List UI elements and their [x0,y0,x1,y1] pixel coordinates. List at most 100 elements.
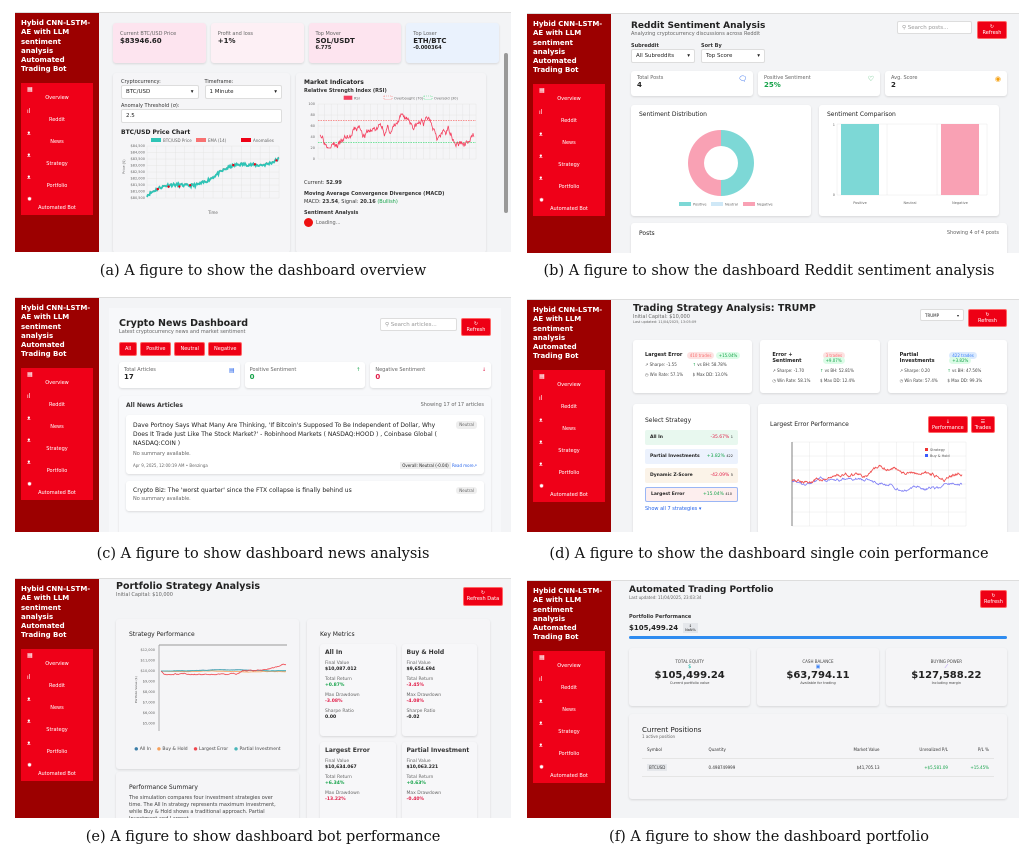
metric-card: All In Final Value $10,087.012 Total Return… [320,644,396,736]
show-all-link[interactable]: Show all 7 strategies ▾ [645,506,738,512]
filter-neutral[interactable]: Neutral [174,342,205,356]
nav-automated-bot[interactable]: ✹ Automated Bot [21,478,93,500]
page-title: Crypto News Dashboard [119,318,249,329]
strategy-option[interactable]: All In -35.67% 1 [645,430,738,445]
filter-negative[interactable]: Negative [207,342,243,356]
threshold-input[interactable]: 2.5 [121,109,282,123]
nav-reddit[interactable]: ıl Reddit [21,671,93,693]
search-input[interactable]: ⚲ Search articles... [380,318,457,331]
nav-automated-bot[interactable]: ✹ Automated Bot [21,193,93,215]
legend-item[interactable]: ● Partial Investment [234,747,280,752]
nav-overview[interactable]: ▦ Overview [21,368,93,390]
nav-portfolio[interactable]: ᴥ Portfolio [533,739,605,761]
nav-automated-bot[interactable]: ✹ Automated Bot [533,761,605,783]
performance-button[interactable]: ↓ Performance [928,416,968,433]
column-header[interactable]: P/L % [977,747,989,752]
legend-item[interactable]: ● All In [134,747,151,752]
gear-icon: ✹ [539,196,545,204]
filter-all[interactable]: All [119,342,138,356]
column-header[interactable]: Unrealized P/L [919,747,948,752]
nav-strategy[interactable]: ᴥ Strategy [21,715,93,737]
y-tick: $82,500 [131,170,145,174]
nav-portfolio[interactable]: ᴥ Portfolio [533,172,605,194]
nav-news[interactable]: ᴥ News [533,414,605,436]
arrow-up-icon: ↑ [692,362,698,367]
nav-strategy[interactable]: ᴥ Strategy [533,150,605,172]
nav-news[interactable]: ᴥ News [21,127,93,149]
nav-overview[interactable]: ▦ Overview [533,651,605,673]
table-row[interactable]: BTCUSD 0.498749999 $41,705.13 +$5,581.09 +15… [642,759,994,777]
legend-dot-icon: ● [157,747,161,752]
y-tick: $8,000 [143,690,155,694]
users-icon: ᴥ [27,414,31,422]
nav-automated-bot[interactable]: ✹ Automated Bot [21,759,93,781]
performance-chart: Strategy Buy & Hold [791,441,967,527]
nav-portfolio[interactable]: ᴥ Portfolio [21,171,93,193]
nav-label: Portfolio [558,469,580,476]
column-header[interactable]: Market Value [853,747,880,752]
stat-value: $83946.60 [120,37,162,45]
nav-strategy[interactable]: ᴥ Strategy [533,717,605,739]
nav-reddit[interactable]: ıl Reddit [21,390,93,412]
nav-overview[interactable]: ▦ Overview [21,83,93,105]
nav-strategy[interactable]: ᴥ Strategy [21,149,93,171]
nav-portfolio[interactable]: ᴥ Portfolio [21,456,93,478]
chevron-down-icon: ▾ [687,53,690,59]
crypto-select[interactable]: BTC/USD ▾ [121,85,199,99]
option-trades: 5 [730,473,733,477]
refresh-button[interactable]: ↻ Refresh [977,21,1007,39]
filter-positive[interactable]: Positive [140,342,172,356]
strategy-option[interactable]: Largest Error +15.04% 410 [645,487,738,502]
nav-automated-bot[interactable]: ✹ Automated Bot [533,480,605,502]
nav-news[interactable]: ᴥ News [21,412,93,434]
nav-overview[interactable]: ▦ Overview [533,370,605,392]
article-title[interactable]: Crypto Biz: The 'worst quarter' since th… [133,487,352,494]
nav-overview[interactable]: ▦ Overview [21,649,93,671]
refresh-data-button[interactable]: ↻ Refresh Data [463,587,503,606]
timeframe-select[interactable]: 1 Minute ▾ [204,85,282,99]
article-item[interactable]: Crypto Biz: The 'worst quarter' since th… [126,481,484,511]
stat-card: Negative Sentiment 0 ↓ [370,362,492,388]
search-input[interactable]: ⚲ Search posts... [897,21,972,34]
button-label: Performance [932,425,964,431]
metric-value: $10,063.221 [406,765,439,770]
coin-select[interactable]: TRUMP ▾ [920,309,964,321]
sentiment-badge: Neutral [456,487,477,494]
read-more-link[interactable]: Read more [451,463,474,468]
subreddit-select[interactable]: All Subreddits ▾ [631,49,695,63]
refresh-button[interactable]: ↻ Refresh [968,309,1007,327]
metric-value: -0.02 [406,715,420,720]
dollar-icon: $ [688,664,692,670]
column-header[interactable]: Symbol [647,747,662,752]
nav-reddit[interactable]: ıl Reddit [533,106,605,128]
strategy-option[interactable]: Partial Investments +3.82% 422 [645,449,738,464]
nav-reddit[interactable]: ıl Reddit [21,105,93,127]
nav-automated-bot[interactable]: ✹ Automated Bot [533,194,605,216]
vs-bh-value: vs BH: 58.78% [697,362,727,367]
column-header[interactable]: Quantity [708,747,726,752]
metric-value: -3.08% [325,699,343,704]
legend-item[interactable]: ● Largest Error [194,747,229,752]
article-item[interactable]: Dave Portnoy Says What Many Are Thinking… [126,415,484,474]
nav-reddit[interactable]: ıl Reddit [533,673,605,695]
refresh-button[interactable]: ↻ Refresh [980,590,1007,608]
refresh-button[interactable]: ↻ Refresh [461,318,491,336]
search-icon: ⚲ [902,25,908,31]
nav-news[interactable]: ᴥ News [21,693,93,715]
scrollbar[interactable] [504,23,508,252]
caption: (d) A figure to show the dashboard singl… [549,546,989,562]
strategy-option[interactable]: Dynamic Z-Score -42.09% 5 [645,468,738,483]
legend-swatch [196,138,206,142]
nav-portfolio[interactable]: ᴥ Portfolio [21,737,93,759]
nav-overview[interactable]: ▦ Overview [533,84,605,106]
article-title[interactable]: Dave Portnoy Says What Many Are Thinking… [133,422,437,447]
legend-item[interactable]: ● Buy & Hold [157,747,188,752]
nav-news[interactable]: ᴥ News [533,128,605,150]
nav-portfolio[interactable]: ᴥ Portfolio [533,458,605,480]
trades-button[interactable]: ☰ Trades [970,416,995,433]
nav-strategy[interactable]: ᴥ Strategy [21,434,93,456]
nav-strategy[interactable]: ᴥ Strategy [533,436,605,458]
sort-select[interactable]: Top Score ▾ [701,49,765,63]
nav-reddit[interactable]: ıl Reddit [533,392,605,414]
nav-news[interactable]: ᴥ News [533,695,605,717]
